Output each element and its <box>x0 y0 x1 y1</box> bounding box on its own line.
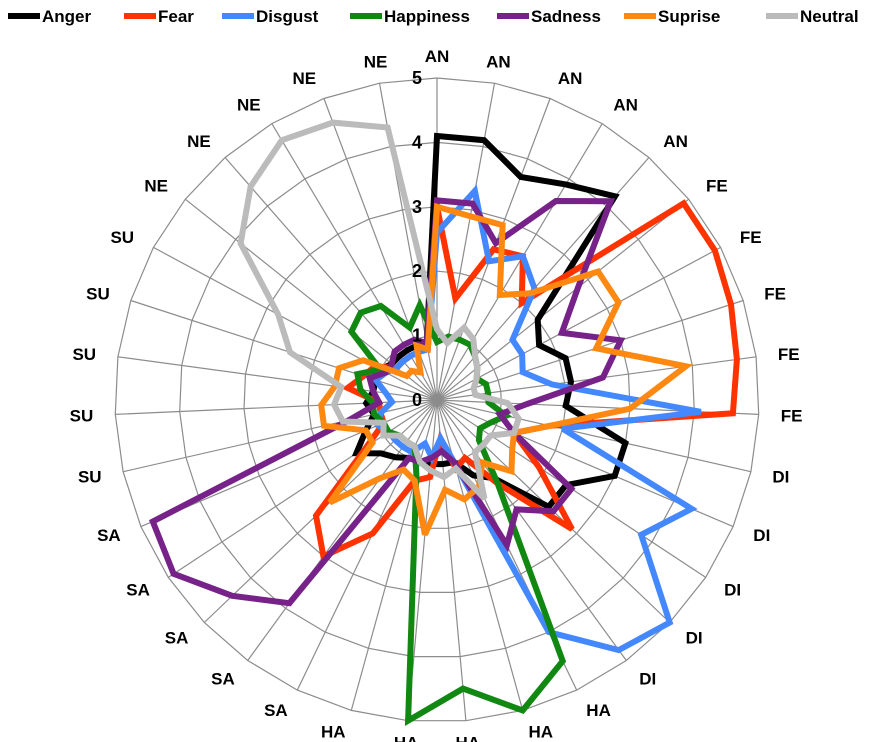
legend-label-fear: Fear <box>158 7 194 26</box>
grid-spoke <box>436 123 603 401</box>
category-label: DI <box>724 581 741 600</box>
category-label: NE <box>187 132 211 151</box>
category-label: HA <box>321 723 346 742</box>
category-label: NE <box>364 53 388 72</box>
radial-tick-label: 2 <box>412 261 422 281</box>
category-label: FE <box>781 406 803 425</box>
category-label: SU <box>86 285 110 304</box>
radial-tick-label: 1 <box>412 326 422 346</box>
grid-ring <box>114 77 760 722</box>
legend-label-anger: Anger <box>42 7 92 26</box>
category-label: FE <box>778 345 800 364</box>
radial-tick-labels: 0 1 2 3 4 5 <box>412 68 422 410</box>
category-label: AN <box>486 53 511 72</box>
category-label: DI <box>639 669 656 688</box>
category-label: HA <box>394 734 419 742</box>
legend-label-neutral: Neutral <box>800 7 859 26</box>
radial-tick-label: 3 <box>412 197 422 217</box>
category-label: SA <box>211 669 235 688</box>
legend: Anger Fear Disgust Happiness Sadness Suprise N… <box>8 7 859 26</box>
category-label: SU <box>78 468 102 487</box>
series-line-neutral <box>237 119 522 501</box>
grid-spoke <box>436 399 752 473</box>
grid-ring <box>307 270 567 529</box>
grid-spoke <box>436 83 496 401</box>
grid-ring <box>179 141 695 658</box>
grid-spoke <box>153 246 438 401</box>
category-label: DI <box>772 468 789 487</box>
grid-spoke <box>436 399 627 661</box>
category-label: FE <box>764 285 786 304</box>
legend-label-disgust: Disgust <box>256 7 319 26</box>
grid-spoke <box>350 399 438 711</box>
grid-spoke <box>436 246 721 401</box>
radial-tick-label: 5 <box>412 68 422 88</box>
category-label: SA <box>165 629 189 648</box>
radial-tick-label: 4 <box>412 132 422 152</box>
grid-spoke <box>130 299 438 401</box>
category-label: AN <box>558 69 583 88</box>
category-label: HA <box>529 723 554 742</box>
grid-spoke <box>115 399 438 415</box>
category-label: SA <box>126 581 150 600</box>
category-label: SU <box>72 345 96 364</box>
category-label: AN <box>425 47 450 66</box>
legend-label-happiness: Happiness <box>384 7 470 26</box>
category-label: SA <box>264 701 288 720</box>
category-label: NE <box>237 96 261 115</box>
category-labels: AN AN AN AN AN FE FE FE FE FE DI DI DI DI DI HA HA HA HA HA… <box>70 47 803 742</box>
category-label: SU <box>70 406 94 425</box>
category-label: HA <box>456 734 481 742</box>
grid-spoke <box>167 399 438 578</box>
category-label: SA <box>97 526 121 545</box>
category-label: DI <box>686 629 703 648</box>
category-label: AN <box>663 132 688 151</box>
series-line-suprise <box>318 202 694 536</box>
category-label: NE <box>144 177 168 196</box>
category-label: NE <box>292 69 316 88</box>
category-label: DI <box>753 526 770 545</box>
category-label: FE <box>706 177 728 196</box>
category-label: HA <box>586 701 611 720</box>
legend-label-sadness: Sadness <box>531 7 601 26</box>
series-lines <box>149 119 740 727</box>
category-label: SU <box>110 228 134 247</box>
category-label: AN <box>613 96 638 115</box>
category-label: FE <box>740 228 762 247</box>
radial-tick-label: 0 <box>412 390 422 410</box>
legend-label-suprise: Suprise <box>658 7 720 26</box>
